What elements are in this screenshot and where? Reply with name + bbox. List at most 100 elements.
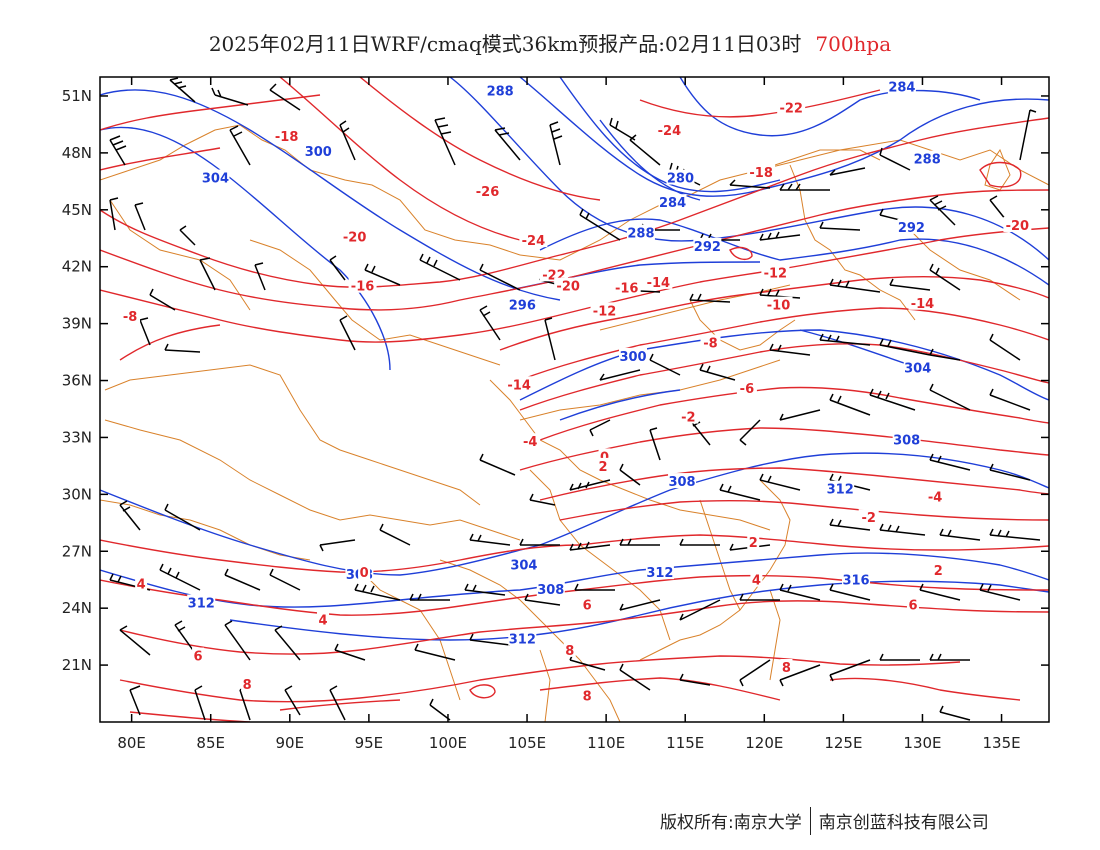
temperature-label: -22 [779, 101, 803, 116]
x-tick-label: 125E [824, 734, 862, 752]
temperature-label: 8 [782, 661, 791, 676]
geopotential-label: 312 [827, 483, 854, 498]
temperature-label-bg [612, 279, 641, 295]
geopotential-label-bg [887, 78, 916, 94]
temperature-label: -12 [593, 304, 617, 319]
temperature-label: -14 [507, 378, 531, 393]
temperature-label: 6 [908, 598, 917, 613]
map-plot-area: 2842842882883003003043043042802842882922… [100, 77, 1049, 722]
temperature-label-bg [700, 334, 721, 350]
plot-frame [99, 76, 1050, 723]
temperature-label-bg [764, 296, 793, 312]
company-name: 南京创蓝科技有限公司 [818, 813, 989, 833]
y-tick-label: 30N [62, 485, 92, 503]
temperature-label-bg [554, 277, 583, 293]
temperature-label-bg [644, 273, 673, 289]
x-tick-label: 105E [508, 734, 546, 752]
temperature-label: -8 [703, 337, 717, 352]
temperature-label-bg [473, 182, 502, 198]
geopotential-label-bg [658, 194, 687, 210]
geopotential-label-bg [645, 564, 674, 580]
title-main: 2025年02月11日WRF/cmaq模式36km预报产品:02月11日03时 [208, 32, 802, 56]
geopotential-label-bg [508, 630, 537, 646]
x-tick-label: 80E [117, 734, 146, 752]
geopotential-label-bg [201, 169, 230, 185]
geopotential-label: 304 [904, 361, 931, 376]
temperature-label: 8 [583, 689, 592, 704]
geopotential-label: 304 [202, 172, 229, 187]
temperature-label: -16 [351, 280, 375, 295]
temperature-label: -4 [523, 435, 537, 450]
temperature-label-bg [120, 308, 141, 324]
geopotential-label-bg [842, 571, 871, 587]
y-tick-label: 39N [62, 315, 92, 333]
geopotential-label: 292 [694, 240, 721, 255]
geopotential-label: 292 [898, 221, 925, 236]
temperature-label: -10 [767, 299, 791, 314]
y-axis: 51N 48N 45N 42N 39N 36N 33N 30N 27N 24N 21N [62, 87, 1049, 674]
x-axis: 80E 85E 90E 95E 100E 105E 110E 115E 120E 125E 130E… [117, 77, 1021, 752]
geopotential-label-bg [304, 142, 333, 158]
boundary-lines [100, 124, 1049, 722]
x-tick-label: 130E [903, 734, 941, 752]
temperature-label-bg [519, 232, 548, 248]
temperature-label-bg [932, 562, 945, 578]
geopotential-label-bg [536, 581, 565, 597]
temperature-label-bg [858, 509, 879, 525]
geopotential-label-bg [626, 224, 655, 240]
temperature-label: 2 [598, 460, 607, 475]
temperature-label: -2 [861, 511, 875, 526]
temperature-label: -16 [615, 282, 639, 297]
temperature-label: -4 [928, 490, 942, 505]
y-tick-label: 33N [62, 428, 92, 446]
y-tick-label: 24N [62, 599, 92, 617]
x-tick-label: 85E [196, 734, 225, 752]
temperature-label: -20 [1006, 219, 1030, 234]
temperature-label: 6 [194, 650, 203, 665]
x-tick-label: 95E [355, 734, 384, 752]
temperature-label-bg [747, 533, 760, 549]
geopotential-label-bg [486, 82, 515, 98]
temperature-label: -18 [275, 130, 299, 145]
geopotential-label: 312 [509, 633, 536, 648]
geopotential-label-bg [913, 150, 942, 166]
wind-barbs [109, 77, 1041, 721]
temperature-label-bg [520, 433, 541, 449]
temperature-label-bg [777, 99, 806, 115]
y-tick-label: 27N [62, 542, 92, 560]
temperature-label-bg [348, 277, 377, 293]
temperature-label: -20 [556, 280, 580, 295]
temperature-label: -8 [123, 310, 137, 325]
temperature-label: 2 [934, 564, 943, 579]
temperature-label: -12 [764, 266, 788, 281]
temperature-label-bg [1003, 216, 1032, 232]
footer: 版权所有:南京大学 南京创蓝科技有限公司 [660, 807, 989, 837]
title-level: 700hpa [815, 32, 892, 56]
geopotential-label-bg [903, 359, 932, 375]
geopotential-label: 288 [914, 153, 941, 168]
x-tick-label: 100E [429, 734, 467, 752]
y-tick-label: 48N [62, 144, 92, 162]
geopotential-label: 308 [893, 433, 920, 448]
x-tick-label: 135E [982, 734, 1020, 752]
temperature-label: -18 [749, 166, 773, 181]
geopotential-label: 288 [487, 84, 514, 99]
temperature-label-bg [596, 457, 609, 473]
temperature-label-bg [678, 408, 699, 424]
temperature-label-bg [135, 575, 148, 591]
temperature-label-bg [747, 163, 776, 179]
x-tick-label: 110E [587, 734, 625, 752]
temperature-label: 4 [752, 574, 761, 589]
geopotential-label: 300 [619, 350, 646, 365]
temperature-label: 6 [583, 598, 592, 613]
temperature-label: -6 [740, 382, 754, 397]
temperature-label: -24 [658, 124, 682, 139]
x-tick-label: 90E [276, 734, 305, 752]
geopotential-label: 316 [842, 574, 869, 589]
geopotential-label-bg [826, 480, 855, 496]
temperature-label-bg [505, 376, 534, 392]
geopotential-label: 304 [510, 559, 537, 574]
temperature-label-bg [761, 264, 790, 280]
map-title: 2025年02月11日WRF/cmaq模式36km预报产品:02月11日03时 7… [0, 28, 1100, 57]
